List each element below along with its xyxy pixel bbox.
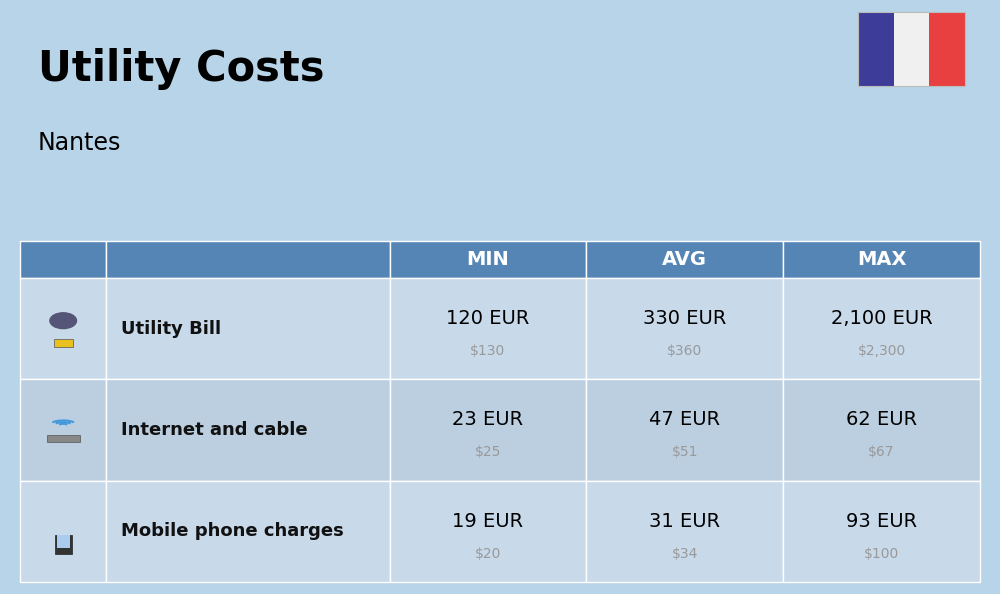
Bar bbox=[783, 481, 980, 582]
Bar bbox=[783, 278, 980, 380]
Text: $51: $51 bbox=[672, 446, 698, 459]
Text: 47 EUR: 47 EUR bbox=[649, 410, 720, 429]
Bar bbox=[20, 241, 106, 278]
Bar bbox=[106, 241, 390, 278]
Bar bbox=[390, 481, 586, 582]
Text: AVG: AVG bbox=[662, 250, 707, 269]
Bar bbox=[20, 481, 106, 582]
Text: MIN: MIN bbox=[467, 250, 509, 269]
Bar bbox=[20, 278, 106, 380]
Text: $100: $100 bbox=[864, 546, 899, 561]
Bar bbox=[390, 380, 586, 481]
Bar bbox=[586, 481, 783, 582]
Text: $360: $360 bbox=[667, 344, 702, 358]
Text: $2,300: $2,300 bbox=[857, 344, 906, 358]
Bar bbox=[106, 481, 390, 582]
Text: $20: $20 bbox=[475, 546, 501, 561]
Bar bbox=[586, 278, 783, 380]
Bar bbox=[929, 12, 965, 86]
Text: 62 EUR: 62 EUR bbox=[846, 410, 917, 429]
Circle shape bbox=[50, 313, 77, 328]
Text: 31 EUR: 31 EUR bbox=[649, 512, 720, 531]
Text: $67: $67 bbox=[868, 446, 895, 459]
Text: Utility Bill: Utility Bill bbox=[121, 320, 221, 338]
Bar bbox=[586, 241, 783, 278]
Text: Mobile phone charges: Mobile phone charges bbox=[121, 523, 343, 541]
Text: 23 EUR: 23 EUR bbox=[452, 410, 524, 429]
Text: Utility Costs: Utility Costs bbox=[38, 48, 324, 90]
Bar bbox=[858, 12, 965, 86]
Bar bbox=[783, 241, 980, 278]
Text: Internet and cable: Internet and cable bbox=[121, 421, 307, 439]
Text: MAX: MAX bbox=[857, 250, 906, 269]
Bar bbox=[390, 278, 586, 380]
Bar bbox=[783, 380, 980, 481]
Bar bbox=[106, 278, 390, 380]
Bar bbox=[106, 380, 390, 481]
Bar bbox=[586, 380, 783, 481]
Text: 93 EUR: 93 EUR bbox=[846, 512, 917, 531]
Text: 120 EUR: 120 EUR bbox=[446, 309, 530, 328]
Text: 2,100 EUR: 2,100 EUR bbox=[831, 309, 932, 328]
Bar bbox=[390, 241, 586, 278]
Text: Nantes: Nantes bbox=[38, 131, 121, 154]
Text: 330 EUR: 330 EUR bbox=[643, 309, 726, 328]
Text: $130: $130 bbox=[470, 344, 506, 358]
Text: 19 EUR: 19 EUR bbox=[452, 512, 524, 531]
Bar bbox=[20, 380, 106, 481]
Bar bbox=[894, 12, 929, 86]
Bar bbox=[55, 535, 72, 554]
Text: $25: $25 bbox=[475, 446, 501, 459]
Bar bbox=[54, 339, 73, 347]
Text: $34: $34 bbox=[672, 546, 698, 561]
Bar bbox=[858, 12, 894, 86]
Bar bbox=[57, 535, 70, 548]
Bar bbox=[47, 435, 80, 443]
